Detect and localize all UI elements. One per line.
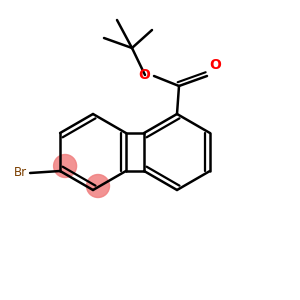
Circle shape: [86, 175, 110, 197]
Text: O: O: [209, 58, 221, 72]
Text: O: O: [138, 68, 150, 82]
Text: Br: Br: [14, 167, 27, 179]
Circle shape: [54, 154, 76, 178]
